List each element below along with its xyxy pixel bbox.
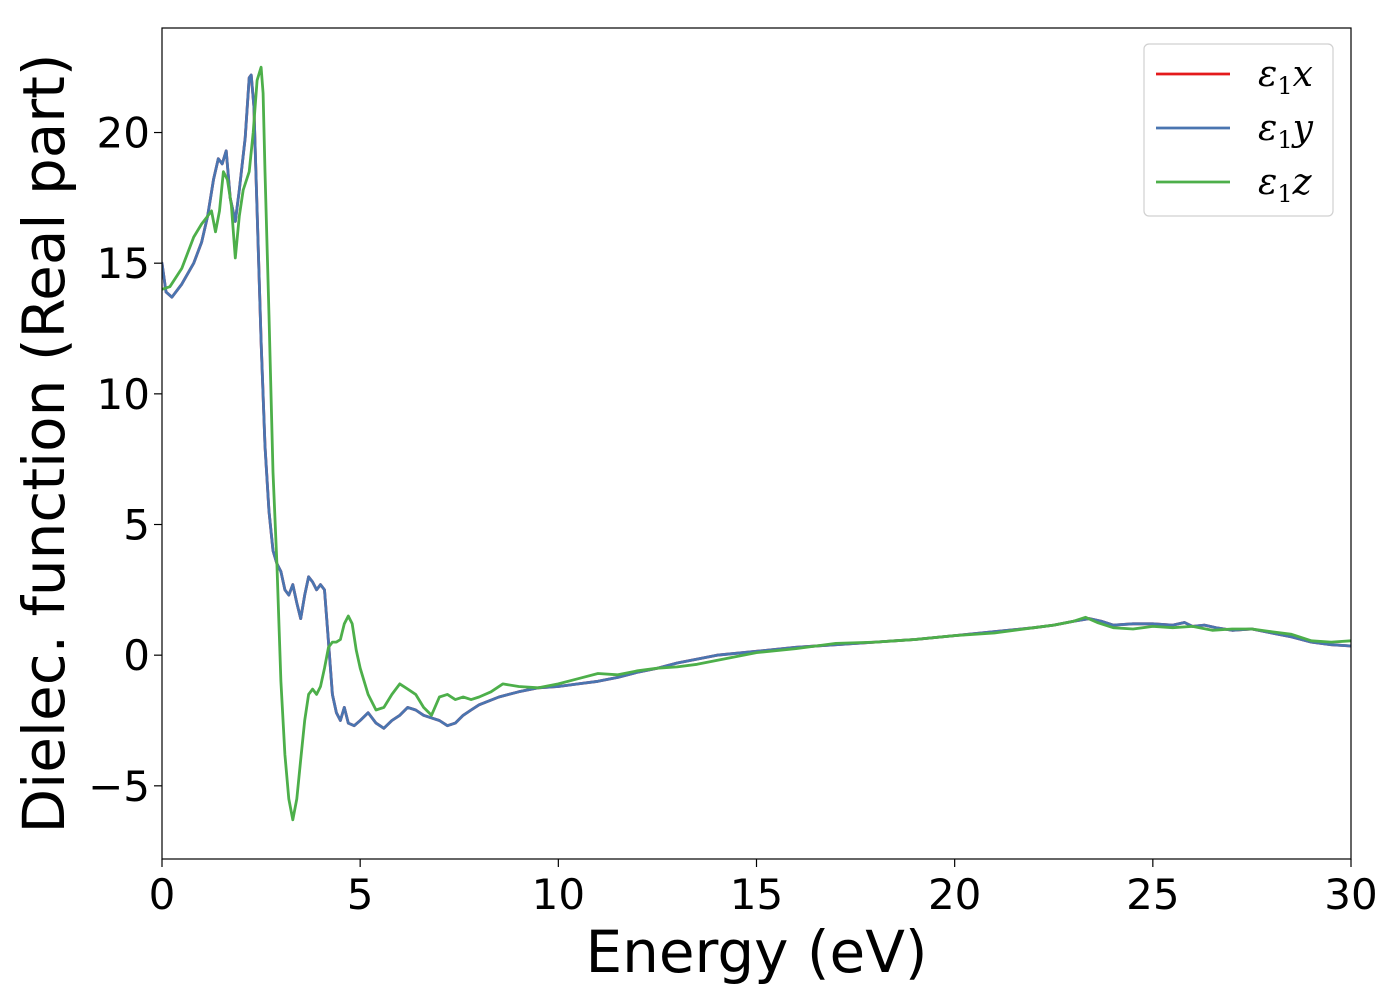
- series-line-z: [162, 65, 1351, 822]
- x-tick-label: 30: [1324, 870, 1377, 919]
- y-tick-label: 5: [123, 501, 150, 550]
- legend-label-y: ε1y: [1258, 108, 1314, 154]
- x-tick-label: 0: [149, 870, 176, 919]
- x-axis-title: Energy (eV): [585, 918, 927, 986]
- y-tick-label: 15: [97, 239, 150, 288]
- legend-label-x: ε1x: [1258, 54, 1313, 100]
- y-axis-title: Dielec. function (Real part): [10, 53, 78, 833]
- y-tick-label: 10: [97, 370, 150, 419]
- x-tick-label: 20: [928, 870, 981, 919]
- series-layer: [162, 65, 1351, 822]
- y-tick-label: 20: [97, 109, 150, 158]
- legend: ε1x ε1y ε1z: [1143, 43, 1334, 217]
- x-tick-label: 10: [532, 870, 585, 919]
- legend-box: [1143, 43, 1334, 217]
- y-tick-label: −5: [88, 762, 150, 811]
- x-tick-label: 25: [1126, 870, 1179, 919]
- x-tick-label: 5: [347, 870, 374, 919]
- ticks-layer: 0 5 10 15 20 25 30 −5 0 5 10 15 20: [88, 109, 1378, 919]
- x-tick-label: 15: [730, 870, 783, 919]
- y-tick-label: 0: [123, 631, 150, 680]
- legend-label-z: ε1z: [1258, 162, 1313, 208]
